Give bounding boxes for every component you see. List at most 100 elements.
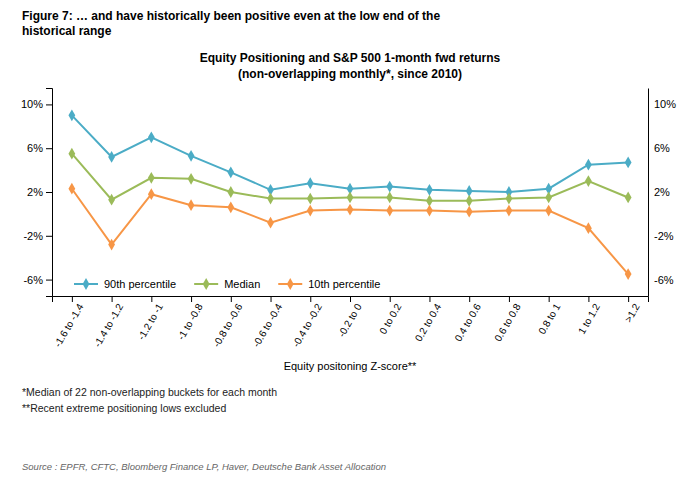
- x-tick: -1.2 to -1: [136, 296, 166, 342]
- series-marker: [188, 173, 195, 185]
- series-marker: [625, 268, 632, 280]
- x-tick-label: >1.2: [622, 301, 642, 324]
- y-tick-label: 2%: [27, 186, 43, 198]
- x-tick-label: 0.8 to 1: [536, 301, 562, 336]
- series-marker: [386, 181, 393, 193]
- series-marker: [506, 205, 513, 217]
- series-marker: [307, 177, 314, 189]
- series-marker: [148, 131, 155, 143]
- x-tick: -0.8 to -0.6: [211, 296, 245, 349]
- x-tick-mark: [350, 296, 351, 302]
- x-tick: 0.2 to 0.4: [413, 296, 444, 343]
- y-tick-mark: [46, 280, 52, 281]
- x-axis-line: [53, 297, 649, 303]
- series-marker: [307, 193, 314, 205]
- footnote: **Recent extreme positioning lows exclud…: [22, 402, 226, 414]
- y-tick: -6%: [23, 274, 52, 286]
- x-tick-mark: [310, 296, 311, 302]
- y-tick-label: -6%: [654, 274, 674, 286]
- chart: Figure 7: … and have historically been p…: [0, 0, 700, 491]
- x-tick-mark: [151, 296, 152, 302]
- x-tick-label: 0 to 0.2: [377, 301, 403, 336]
- series-marker: [307, 205, 314, 217]
- legend-label: 90th percentile: [104, 278, 176, 290]
- series-marker: [68, 109, 75, 121]
- series-marker: [585, 175, 592, 187]
- y-tick-label: -2%: [654, 230, 674, 242]
- series-marker: [148, 188, 155, 200]
- legend-label: 10th percentile: [308, 278, 380, 290]
- series-marker: [68, 148, 75, 160]
- x-tick-label: 0.4 to 0.6: [453, 301, 484, 343]
- y-axis: -6%-2%2%6%10%: [21, 89, 53, 297]
- y-tick-label: 10%: [654, 98, 676, 110]
- x-tick-mark: [549, 296, 550, 302]
- y-tick-label: -6%: [23, 274, 43, 286]
- series-marker: [68, 183, 75, 195]
- x-tick-mark: [469, 296, 470, 302]
- y-tick: 2%: [648, 186, 670, 198]
- x-tick-mark: [509, 296, 510, 302]
- x-axis-title: Equity positoning Z-score**: [284, 360, 417, 372]
- y-tick-label: 10%: [21, 98, 43, 110]
- series-marker: [466, 206, 473, 218]
- series-marker: [545, 192, 552, 204]
- x-tick-label: -0.6 to -0.4: [251, 301, 285, 349]
- y-tick-mark: [46, 104, 52, 105]
- series-marker: [347, 204, 354, 216]
- x-tick: -0.4 to -0.2: [290, 296, 324, 349]
- x-tick-label: -1.4 to -1.2: [92, 301, 126, 349]
- y-tick-label: 6%: [654, 142, 670, 154]
- y-tick: 2%: [27, 186, 52, 198]
- series-line: [72, 189, 628, 274]
- x-tick-label: -1.6 to -1.4: [52, 301, 86, 349]
- x-tick-mark: [112, 296, 113, 302]
- x-tick-mark: [390, 296, 391, 302]
- series-marker: [227, 166, 234, 178]
- series-marker: [625, 157, 632, 169]
- series-marker: [585, 222, 592, 234]
- y-axis-right: -6% -2% 2% 6% 10%: [648, 89, 676, 297]
- x-tick: -0.2 to 0: [336, 296, 364, 339]
- x-tick: 1 to 1.2: [576, 296, 602, 336]
- x-tick-mark: [191, 296, 192, 302]
- x-axis: -1.6 to -1.4-1.4 to -1.2 -1.2 to -1 -1 to …: [52, 296, 649, 349]
- series-marker: [386, 192, 393, 204]
- x-tick-mark: [588, 296, 589, 302]
- x-tick-mark: [72, 296, 73, 302]
- y-tick-label: 6%: [27, 142, 43, 154]
- x-tick-mark: [231, 296, 232, 302]
- y-tick-mark: [46, 192, 52, 193]
- x-tick: -1.6 to -1.4: [52, 296, 86, 349]
- y-tick: 10%: [648, 98, 676, 110]
- series-marker: [267, 193, 274, 205]
- y-tick: 6%: [27, 142, 52, 154]
- x-tick: -1 to -0.8: [175, 296, 205, 342]
- legend-marker: [203, 278, 210, 290]
- y-tick-label: 2%: [654, 186, 670, 198]
- x-tick-label: -0.2 to 0: [336, 301, 364, 339]
- series-marker: [386, 205, 393, 217]
- subtitle: (non-overlapping monthly*, since 2010): [238, 67, 462, 81]
- figure-caption-line: historical range: [22, 24, 112, 38]
- source: Source : EPFR, CFTC, Bloomberg Finance L…: [22, 461, 386, 472]
- title: Equity Positioning and S&P 500 1-month f…: [200, 51, 501, 65]
- x-tick: 0.6 to 0.8: [492, 296, 523, 343]
- x-tick-mark: [628, 296, 629, 302]
- series-marker: [108, 194, 115, 206]
- x-tick-label: 0.2 to 0.4: [413, 301, 444, 343]
- legend-marker: [83, 278, 90, 290]
- series-marker: [585, 159, 592, 171]
- legend-label: Median: [224, 278, 260, 290]
- figure-caption: Figure 7: … and have historically been p…: [22, 9, 440, 38]
- series-marker: [227, 201, 234, 213]
- x-tick: -1.4 to -1.2: [92, 296, 126, 349]
- legend-item: Median: [194, 278, 260, 290]
- series-marker: [426, 205, 433, 217]
- series-marker: [188, 199, 195, 211]
- x-tick-label: -0.8 to -0.6: [211, 301, 245, 349]
- x-tick-mark: [271, 296, 272, 302]
- x-tick-label: 0.6 to 0.8: [492, 301, 523, 343]
- series-marker: [426, 184, 433, 196]
- y-tick: -2%: [648, 230, 674, 242]
